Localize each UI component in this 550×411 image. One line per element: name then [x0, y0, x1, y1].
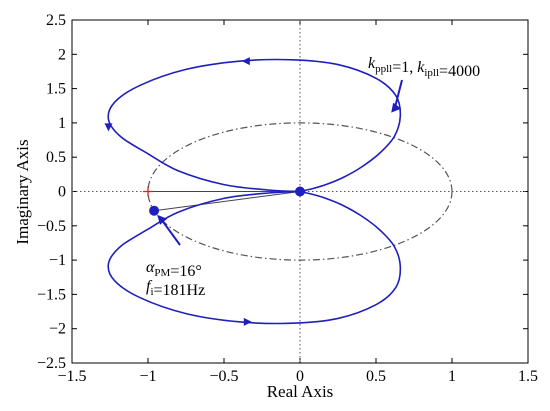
- y-tick-label: −1.5: [37, 286, 66, 303]
- y-tick-labels: −2.5 −2 −1.5 −1 −0.5 0 0.5 1 1.5 2 2.5: [37, 12, 66, 372]
- x-tick-label: 1.5: [518, 368, 538, 385]
- annotation-part: α: [146, 259, 155, 276]
- annotation-arrowhead: [391, 102, 402, 113]
- phase-line-pm: [154, 191, 301, 212]
- y-tick-label: −0.5: [37, 218, 66, 235]
- x-tick-label: −0.5: [209, 368, 238, 385]
- origin-dot: [295, 186, 305, 197]
- x-tick-label: 0.5: [366, 368, 386, 385]
- annotation-part: =4000: [439, 63, 480, 80]
- markers: [143, 186, 305, 216]
- annotation-part: PM: [154, 267, 170, 279]
- y-tick-label: −1: [49, 252, 66, 269]
- y-tick-label: 2: [58, 46, 66, 63]
- direction-arrowhead: [243, 317, 252, 326]
- annotation-text: fi=181Hz: [146, 278, 205, 299]
- phase-margin-lines: [148, 191, 301, 212]
- axis-ticks: [71, 19, 529, 364]
- annotation-text: αPM=16°: [146, 259, 202, 280]
- annotation-arrow-line: [394, 79, 403, 107]
- y-tick-label: 0.5: [46, 149, 66, 166]
- y-tick-label: 1: [58, 115, 66, 132]
- annotation-arrowhead: [157, 214, 168, 225]
- direction-arrowhead: [241, 57, 250, 66]
- annotation-arrow-line: [159, 217, 181, 246]
- y-tick-label: −2.5: [37, 355, 66, 372]
- y-tick-label: 2.5: [46, 12, 66, 29]
- y-axis-title: Imaginary Axis: [13, 139, 32, 244]
- annotation-part: =16°: [170, 263, 201, 280]
- annotation-part: k: [368, 55, 376, 72]
- nyquist-branch-lower: [107, 190, 402, 325]
- direction-arrowhead: [104, 123, 113, 132]
- annotation-part: ppll: [375, 63, 392, 75]
- annotation-part: ipll: [424, 67, 439, 79]
- annotation-part: i: [150, 286, 153, 298]
- annotation-part: f: [146, 278, 153, 295]
- x-tick-label: −1: [139, 368, 156, 385]
- y-tick-label: −2: [49, 321, 66, 338]
- x-tick-label: 1: [448, 368, 456, 385]
- nyquist-branch-upper: [107, 58, 402, 193]
- annotation-part: k: [417, 59, 425, 76]
- y-tick-label: 1.5: [46, 81, 66, 98]
- pm-point-dot: [149, 205, 160, 216]
- x-tick-label: −1.5: [57, 368, 86, 385]
- x-tick-label: 0: [296, 368, 304, 385]
- x-tick-labels: −1.5 −1 −0.5 0 0.5 1 1.5: [57, 368, 538, 385]
- annotation-part: =1,: [392, 59, 417, 76]
- nyquist-curve: [107, 58, 402, 325]
- annotation-text: kppll=1, kipll=4000: [368, 55, 480, 80]
- x-axis-title: Real Axis: [267, 382, 334, 401]
- y-tick-label: 0: [58, 184, 66, 201]
- annotation-part: =181Hz: [154, 282, 206, 299]
- direction-arrows: [104, 57, 252, 326]
